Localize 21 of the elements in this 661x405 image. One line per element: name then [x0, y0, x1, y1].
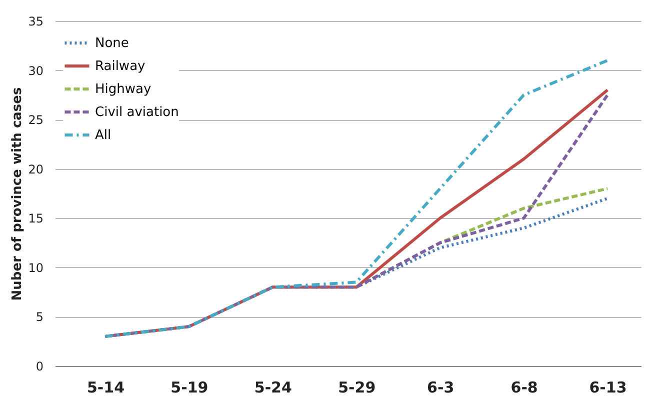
x-tick-label: 5-24: [254, 378, 292, 396]
legend-label: Highway: [95, 82, 152, 97]
x-tick-label: 5-14: [86, 378, 124, 396]
y-tick-label: 0: [36, 360, 44, 374]
y-tick-label: 35: [28, 14, 44, 28]
legend-label: All: [95, 128, 112, 143]
y-tick-label: 30: [28, 64, 44, 78]
x-tick-label: 6-8: [510, 378, 538, 396]
x-tick-label: 6-13: [589, 378, 627, 396]
legend-label: None: [95, 36, 129, 51]
y-tick-label: 5: [36, 310, 44, 324]
legend-label: Civil aviation: [95, 105, 179, 120]
x-tick-label: 6-3: [427, 378, 454, 396]
x-tick-label: 5-29: [338, 378, 376, 396]
x-tick-label: 5-19: [170, 378, 208, 396]
y-axis-title: Nuber of province with cases: [10, 87, 26, 301]
y-tick-label: 25: [28, 113, 44, 128]
legend-label: Railway: [95, 59, 146, 74]
y-tick-label: 20: [28, 162, 44, 176]
y-tick-label: 10: [28, 260, 44, 275]
y-tick-label: 15: [28, 212, 44, 226]
